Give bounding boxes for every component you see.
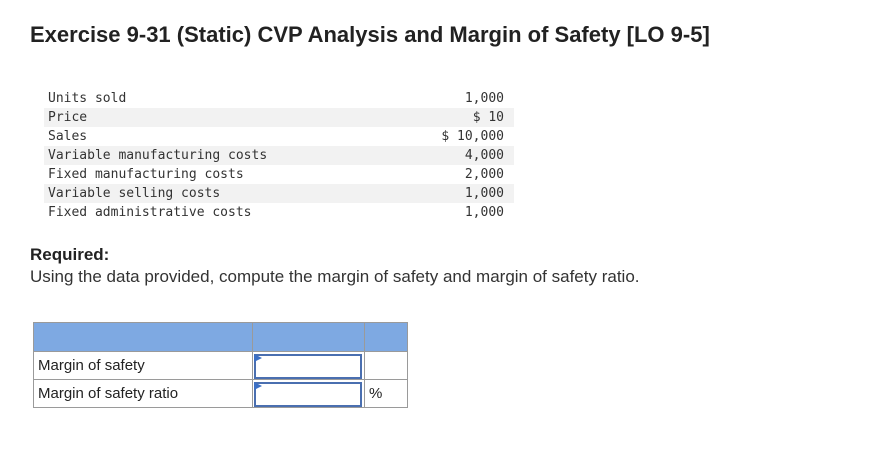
data-row-price: Price $ 10 xyxy=(44,108,514,127)
margin-of-safety-ratio-label: Margin of safety ratio xyxy=(33,379,253,408)
data-label: Fixed manufacturing costs xyxy=(48,167,244,182)
input-flag-icon xyxy=(254,382,262,390)
data-value: 1,000 xyxy=(395,184,514,203)
margin-of-safety-unit xyxy=(364,351,408,380)
exercise-title: Exercise 9-31 (Static) CVP Analysis and … xyxy=(30,22,710,47)
data-row-units-sold: Units sold 1,000 xyxy=(44,89,514,108)
data-value: $ 10 xyxy=(395,108,514,127)
data-value: 1,000 xyxy=(464,205,504,220)
answer-row-margin-of-safety: Margin of safety xyxy=(33,351,408,380)
required-instructions: Using the data provided, compute the mar… xyxy=(30,267,640,286)
data-row-variable-selling: Variable selling costs 1,000 xyxy=(44,184,514,203)
data-row-fixed-administrative: Fixed administrative costs 1,000 xyxy=(44,203,514,222)
data-label: Variable manufacturing costs xyxy=(44,146,396,165)
data-label: Price xyxy=(44,108,396,127)
header-cell-label xyxy=(33,322,253,352)
data-row-variable-manufacturing: Variable manufacturing costs 4,000 xyxy=(44,146,514,165)
margin-of-safety-label: Margin of safety xyxy=(33,351,253,380)
cvp-data-table: Units sold 1,000 Price $ 10 Sales $ 10,0… xyxy=(44,89,514,222)
answer-table: Margin of safety Margin of safety ratio … xyxy=(33,322,408,408)
margin-of-safety-input[interactable] xyxy=(254,353,362,379)
data-label: Variable selling costs xyxy=(44,184,396,203)
data-value: $ 10,000 xyxy=(441,129,504,144)
input-flag-icon xyxy=(254,354,262,362)
answer-table-header xyxy=(33,322,408,352)
required-heading: Required: xyxy=(30,245,110,264)
data-value: 1,000 xyxy=(464,91,504,106)
data-label: Fixed administrative costs xyxy=(48,205,252,220)
percent-unit-label: % xyxy=(364,379,408,408)
margin-of-safety-ratio-cell xyxy=(252,379,365,408)
data-label: Units sold xyxy=(48,91,127,106)
answer-row-margin-of-safety-ratio: Margin of safety ratio % xyxy=(33,379,408,408)
header-cell-value xyxy=(252,322,365,352)
data-value: 2,000 xyxy=(464,167,504,182)
data-value: 4,000 xyxy=(395,146,514,165)
margin-of-safety-cell xyxy=(252,351,365,380)
data-label: Sales xyxy=(48,129,88,144)
data-row-fixed-manufacturing: Fixed manufacturing costs 2,000 xyxy=(44,165,514,184)
header-cell-unit xyxy=(364,322,408,352)
margin-of-safety-ratio-input[interactable] xyxy=(254,381,362,407)
data-row-sales: Sales $ 10,000 xyxy=(44,127,514,146)
